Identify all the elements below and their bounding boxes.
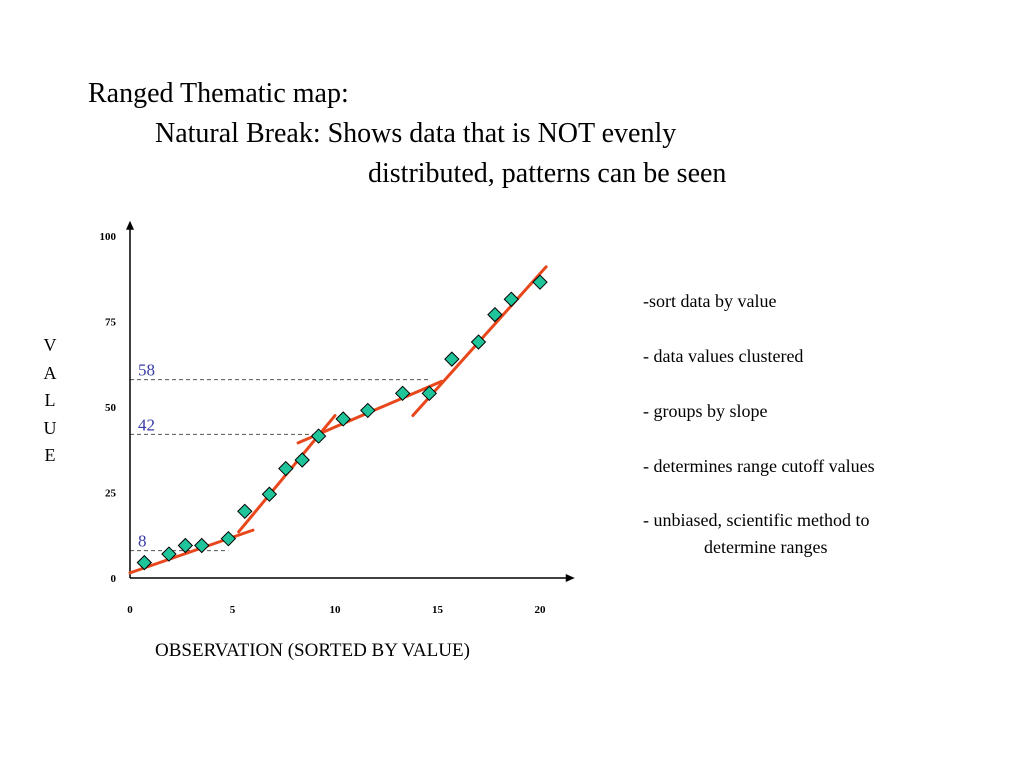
- data-point: [278, 460, 294, 477]
- x-axis-label: OBSERVATION (SORTED BY VALUE): [155, 640, 470, 661]
- note-text: - unbiased, scientific method to: [643, 510, 870, 530]
- trend-line: [128, 528, 255, 575]
- y-tick-label: 50: [105, 402, 117, 414]
- y-tick-label: 75: [105, 317, 117, 329]
- data-point: [161, 546, 177, 562]
- note-item: - groups by slope: [643, 401, 768, 422]
- data-point: [503, 291, 520, 307]
- data-point: [294, 452, 310, 468]
- data-point: [194, 537, 210, 554]
- title-line-1: Ranged Thematic map:: [88, 78, 349, 109]
- y-tick-label: 0: [111, 573, 117, 585]
- note-text: - determines range cutoff values: [643, 456, 875, 476]
- title-line-2: Natural Break: Shows data that is NOT ev…: [155, 118, 677, 149]
- break-label: 8: [138, 532, 147, 551]
- data-point: [335, 411, 351, 427]
- x-tick-label: 0: [127, 604, 133, 616]
- x-tick-label: 20: [535, 604, 547, 616]
- y-axis-arrow: [126, 220, 134, 230]
- note-item: - data values clustered: [643, 346, 803, 367]
- break-lines: 58 42 8: [130, 361, 430, 552]
- y-axis-label-letter: A: [43, 362, 57, 383]
- tick-labels: 0 25 50 75 100 0 5 10 15 20: [100, 231, 547, 616]
- y-tick-label: 25: [105, 488, 117, 500]
- data-point: [136, 554, 153, 571]
- data-point: [487, 306, 503, 323]
- note-item: - unbiased, scientific method to determin…: [643, 510, 869, 558]
- note-text-continuation: determine ranges: [704, 537, 828, 557]
- x-tick-label: 10: [330, 604, 342, 616]
- data-point: [360, 402, 376, 419]
- note-item: - determines range cutoff values: [643, 456, 875, 477]
- data-point: [310, 428, 327, 444]
- note-text: -sort data by value: [643, 291, 777, 311]
- y-axis-label-letter: U: [43, 417, 57, 438]
- x-axis-arrow: [565, 574, 575, 582]
- x-tick-label: 5: [230, 604, 236, 616]
- data-point: [261, 486, 278, 502]
- data-points: [136, 274, 548, 571]
- y-axis-label-letter: V: [43, 335, 57, 355]
- data-point: [470, 334, 487, 350]
- axes: [126, 220, 575, 582]
- data-point: [421, 385, 438, 402]
- data-point: [220, 530, 237, 547]
- break-label: 58: [138, 361, 155, 380]
- data-point: [532, 274, 548, 290]
- y-tick-label: 100: [100, 231, 117, 243]
- title-line-3: distributed, patterns can be seen: [368, 158, 727, 189]
- y-axis-label-letter: E: [44, 445, 56, 465]
- data-point: [444, 351, 460, 367]
- note-item: -sort data by value: [643, 291, 776, 312]
- data-point: [394, 385, 411, 402]
- y-axis-label-letter: L: [44, 390, 56, 410]
- note-text: - data values clustered: [643, 346, 804, 366]
- break-label: 42: [138, 415, 155, 434]
- note-text: - groups by slope: [643, 401, 768, 421]
- x-tick-label: 15: [432, 604, 444, 616]
- data-point: [177, 537, 194, 554]
- data-point: [237, 503, 253, 520]
